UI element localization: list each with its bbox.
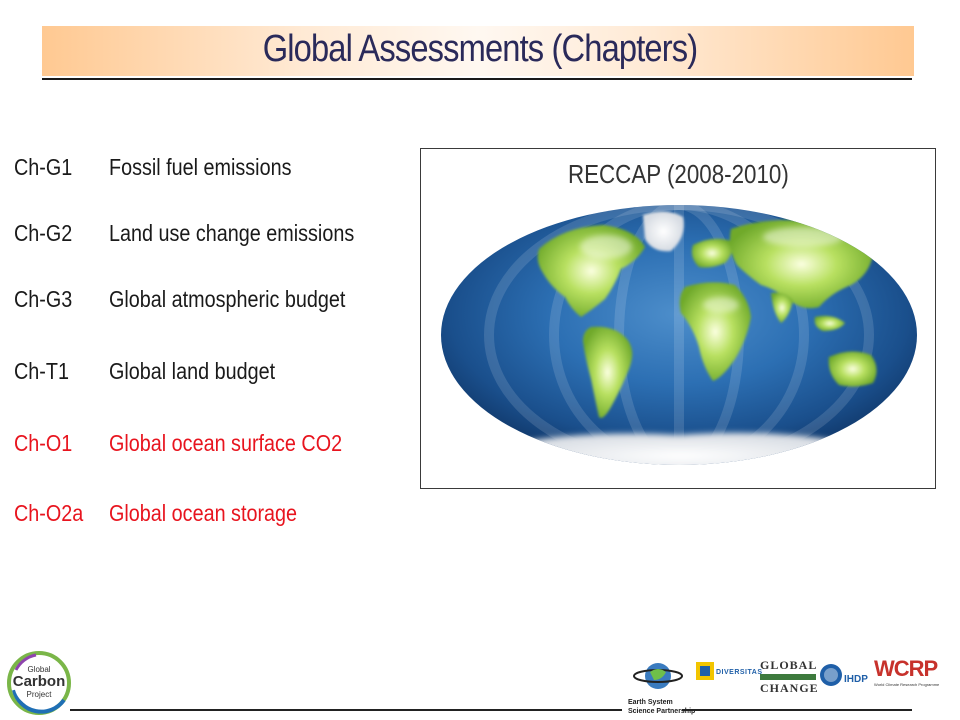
svg-text:Carbon: Carbon <box>13 673 66 690</box>
footer-divider <box>70 709 622 711</box>
world-map-globe-icon <box>441 205 917 465</box>
chapter-code: Ch-O2a <box>14 500 84 526</box>
global-carbon-project-logo: Global Carbon Project <box>7 651 71 715</box>
footer-divider <box>682 709 912 711</box>
ihdp-logo: IHDP <box>820 664 870 694</box>
chapter-label: Fossil fuel emissions <box>109 154 292 180</box>
svg-text:Global: Global <box>27 665 50 674</box>
essp-logo-text: Earth System Science Partnership <box>628 699 696 715</box>
map-panel: RECCAP (2008-2010) <box>420 148 936 489</box>
chapter-label: Global land budget <box>109 358 276 384</box>
chapter-label: Global atmospheric budget <box>109 286 346 312</box>
wcrp-logo: WCRP World Climate Research Programme <box>874 656 940 687</box>
svg-text:Project: Project <box>27 690 53 699</box>
chapter-label: Global ocean storage <box>109 500 298 526</box>
diversitas-logo: DIVERSITAS <box>696 660 762 690</box>
title-band <box>42 26 914 76</box>
chapter-code: Ch-T1 <box>14 358 69 384</box>
chapter-code: Ch-G2 <box>14 220 73 246</box>
chapter-code: Ch-G3 <box>14 286 73 312</box>
chapter-code: Ch-G1 <box>14 154 73 180</box>
chapter-code: Ch-O1 <box>14 430 73 456</box>
map-title: RECCAP (2008-2010) <box>567 159 789 189</box>
igbp-logo: GLOBAL CHANGE <box>760 658 819 695</box>
chapter-label: Global ocean surface CO2 <box>109 430 343 456</box>
chapter-label: Land use change emissions <box>109 220 355 246</box>
slide-title: Global Assessments (Chapters) <box>262 28 698 70</box>
partner-logos: Earth System Science Partnership DIVERSI… <box>628 650 958 720</box>
essp-logo <box>633 663 683 689</box>
title-divider <box>42 78 912 80</box>
